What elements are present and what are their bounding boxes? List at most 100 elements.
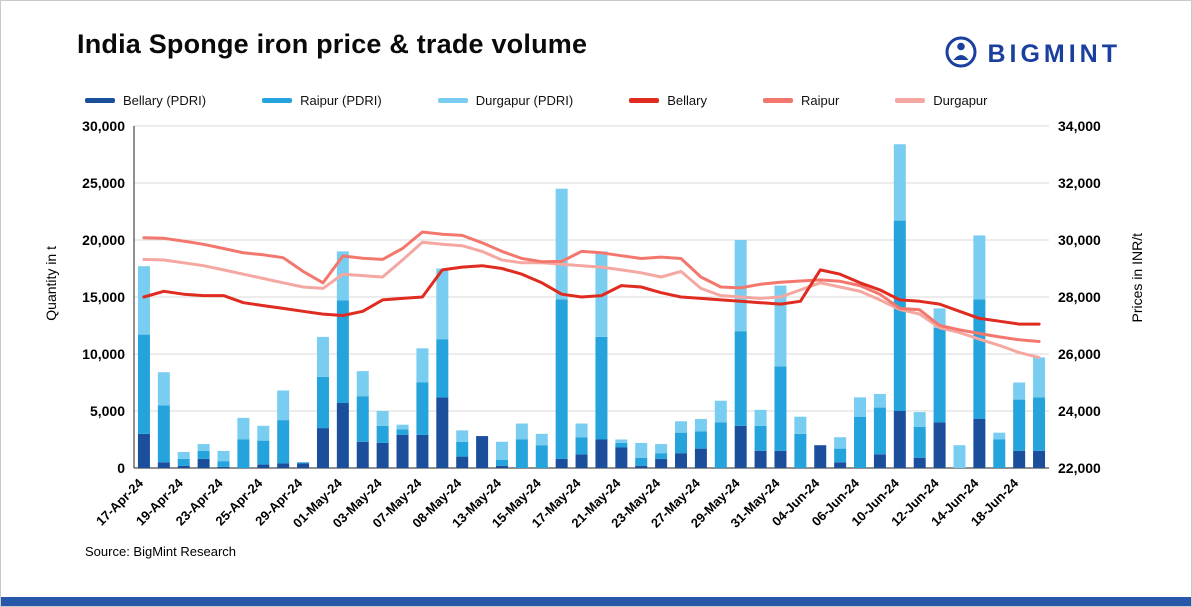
bar-segment [655,444,668,454]
bar-segment [675,421,688,433]
bar-segment [1013,399,1026,451]
bar-segment [575,437,588,455]
legend-marker-raipur-pdri [262,98,293,103]
bar-segment [157,405,170,463]
bar-segment [555,458,568,468]
bar-segment [893,144,906,221]
legend-item-bellary-pdri: Bellary (PDRI) [85,93,206,108]
bar-segment [297,462,310,464]
bar-segment [893,220,906,411]
bar-segment [913,457,926,468]
bar-segment [794,433,807,468]
bar-segment [277,390,290,421]
right-tick-label: 26,000 [1058,346,1101,362]
bar-segment [336,300,349,404]
bar-segment [257,425,270,441]
bar-segment [655,458,668,468]
bar-segment [754,409,767,426]
left-tick-label: 15,000 [82,289,125,305]
bar-segment [694,418,707,432]
bar-segment [993,432,1006,440]
page-title: India Sponge iron price & trade volume [77,29,588,59]
bar-segment [316,428,329,468]
bar-segment [754,450,767,468]
bar-segment [774,285,787,367]
bar-segment [197,444,210,451]
bar-segment [297,463,310,468]
bar-segment [635,457,648,466]
bar-segment [456,456,469,468]
bar-segment [535,433,548,446]
source-note: Source: BigMint Research [85,544,237,559]
bar-segment [933,327,946,423]
bar-segment [615,439,628,443]
legend-label: Bellary [667,93,707,108]
bar-segment [814,445,827,468]
right-tick-label: 24,000 [1058,403,1101,419]
bar-segment [953,445,966,468]
left-tick-label: 0 [117,460,125,476]
price-line-durgapur [142,240,1041,359]
bar-segment [436,339,449,398]
bar-segment [316,336,329,377]
bar-segment [933,422,946,468]
bar-segment [177,452,190,459]
bar-segment [495,441,508,461]
bar-segment [316,376,329,429]
bar-segment [137,266,150,335]
bar-segment [1033,450,1046,468]
left-tick-label: 5,000 [90,403,125,419]
bar-segment [416,434,429,468]
bar-segment [456,430,469,442]
bar-segment [436,397,449,468]
bar-segment [794,416,807,434]
legend-label: Raipur (PDRI) [300,93,382,108]
bar-segment [973,418,986,468]
bar-segment [217,450,230,462]
bar-segment [137,334,150,434]
bar-segment [913,412,926,427]
bar-segment [396,434,409,468]
legend-item-durgapur-pdri: Durgapur (PDRI) [437,93,573,108]
legend-marker-durgapur-pdri [437,98,468,103]
bar-segment [515,439,528,468]
bar-segment [396,424,409,430]
bar-segment [535,445,548,468]
bar-segment [476,436,489,468]
bar-segment [834,437,847,449]
bar-segment [694,448,707,468]
bar-segment [635,442,648,458]
bar-segment [356,371,369,397]
bar-segment [356,396,369,442]
bar-segment [694,431,707,449]
bar-segment [396,429,409,435]
bar-segment [456,441,469,457]
right-tick-label: 30,000 [1058,232,1101,248]
bar-segment [237,417,250,440]
legend-marker-durgapur [895,98,926,103]
brand-bar [1,597,1191,606]
bar-segment [157,462,170,468]
bar-segment [973,235,986,300]
bar-segment [913,426,926,458]
bar-segment [376,425,389,443]
legend-marker-bellary-pdri [85,98,115,103]
right-tick-label: 32,000 [1058,175,1101,191]
bar-segment [336,403,349,468]
price-line-bellary [142,264,1041,326]
bar-segment [575,454,588,468]
bar-segment [675,453,688,468]
bar-segment [854,416,867,468]
bar-segment [1013,382,1026,400]
bar-segment [495,460,508,466]
left-tick-label: 25,000 [82,175,125,191]
bar-segment [873,393,886,408]
bar-segment [754,425,767,451]
bar-segment [217,466,230,468]
bar-segment [635,465,648,468]
bar-segment [416,348,429,383]
bar-segment [873,407,886,455]
bar-segment [734,331,747,426]
right-tick-label: 34,000 [1058,118,1101,134]
right-tick-label: 28,000 [1058,289,1101,305]
